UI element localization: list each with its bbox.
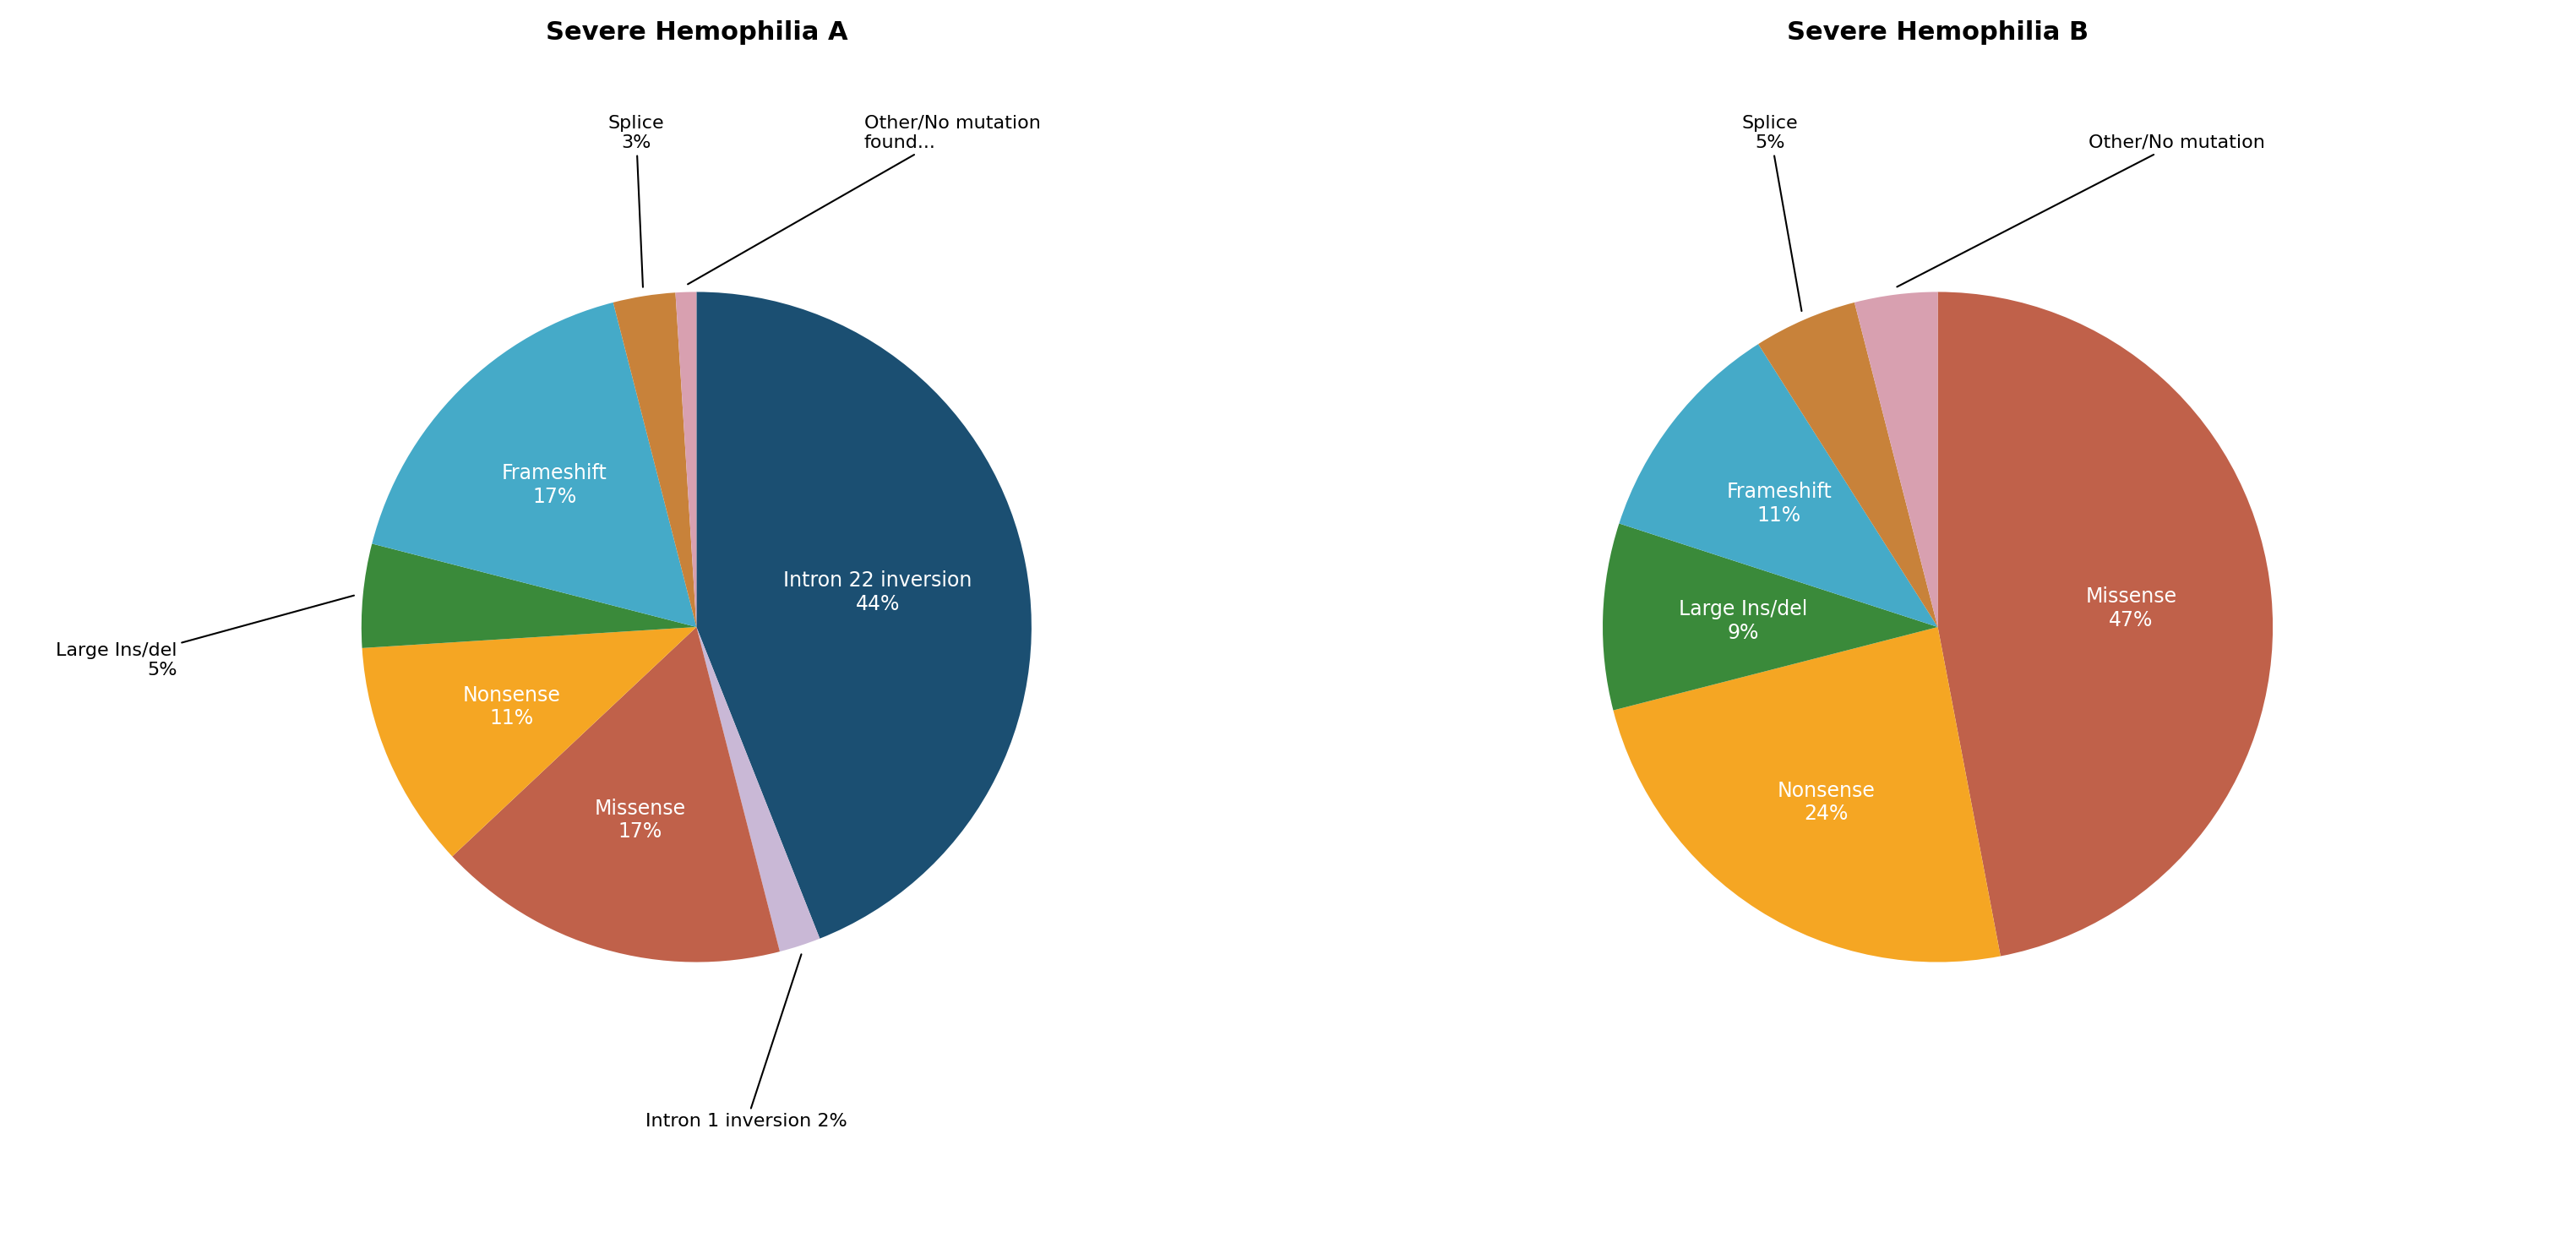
Text: Intron 22 inversion
44%: Intron 22 inversion 44% <box>783 571 971 614</box>
Wedge shape <box>371 302 696 627</box>
Wedge shape <box>1620 344 1937 627</box>
Text: Other/No mutation
found...: Other/No mutation found... <box>688 114 1041 285</box>
Wedge shape <box>1602 523 1937 710</box>
Wedge shape <box>453 627 781 962</box>
Text: Intron 1 inversion 2%: Intron 1 inversion 2% <box>647 954 848 1130</box>
Wedge shape <box>613 292 696 627</box>
Text: Frameshift
11%: Frameshift 11% <box>1726 482 1832 525</box>
Text: Splice
5%: Splice 5% <box>1741 114 1801 311</box>
Wedge shape <box>1759 302 1937 627</box>
Wedge shape <box>696 292 1030 938</box>
Wedge shape <box>1613 627 2002 962</box>
Text: Nonsense
11%: Nonsense 11% <box>464 685 562 729</box>
Text: Frameshift
17%: Frameshift 17% <box>502 463 608 507</box>
Text: Large Ins/del
9%: Large Ins/del 9% <box>1680 599 1808 643</box>
Wedge shape <box>1855 292 1937 627</box>
Wedge shape <box>361 544 696 648</box>
Text: Nonsense
24%: Nonsense 24% <box>1777 780 1875 824</box>
Title: Severe Hemophilia A: Severe Hemophilia A <box>546 20 848 45</box>
Text: Other/No mutation: Other/No mutation <box>1896 134 2264 287</box>
Text: Large Ins/del
5%: Large Ins/del 5% <box>57 596 353 678</box>
Text: Missense
17%: Missense 17% <box>595 799 685 841</box>
Text: Splice
3%: Splice 3% <box>608 114 665 287</box>
Title: Severe Hemophilia B: Severe Hemophilia B <box>1788 20 2089 45</box>
Wedge shape <box>675 292 696 627</box>
Text: Missense
47%: Missense 47% <box>2087 587 2177 631</box>
Wedge shape <box>363 627 696 856</box>
Wedge shape <box>1937 292 2272 956</box>
Wedge shape <box>696 627 819 952</box>
